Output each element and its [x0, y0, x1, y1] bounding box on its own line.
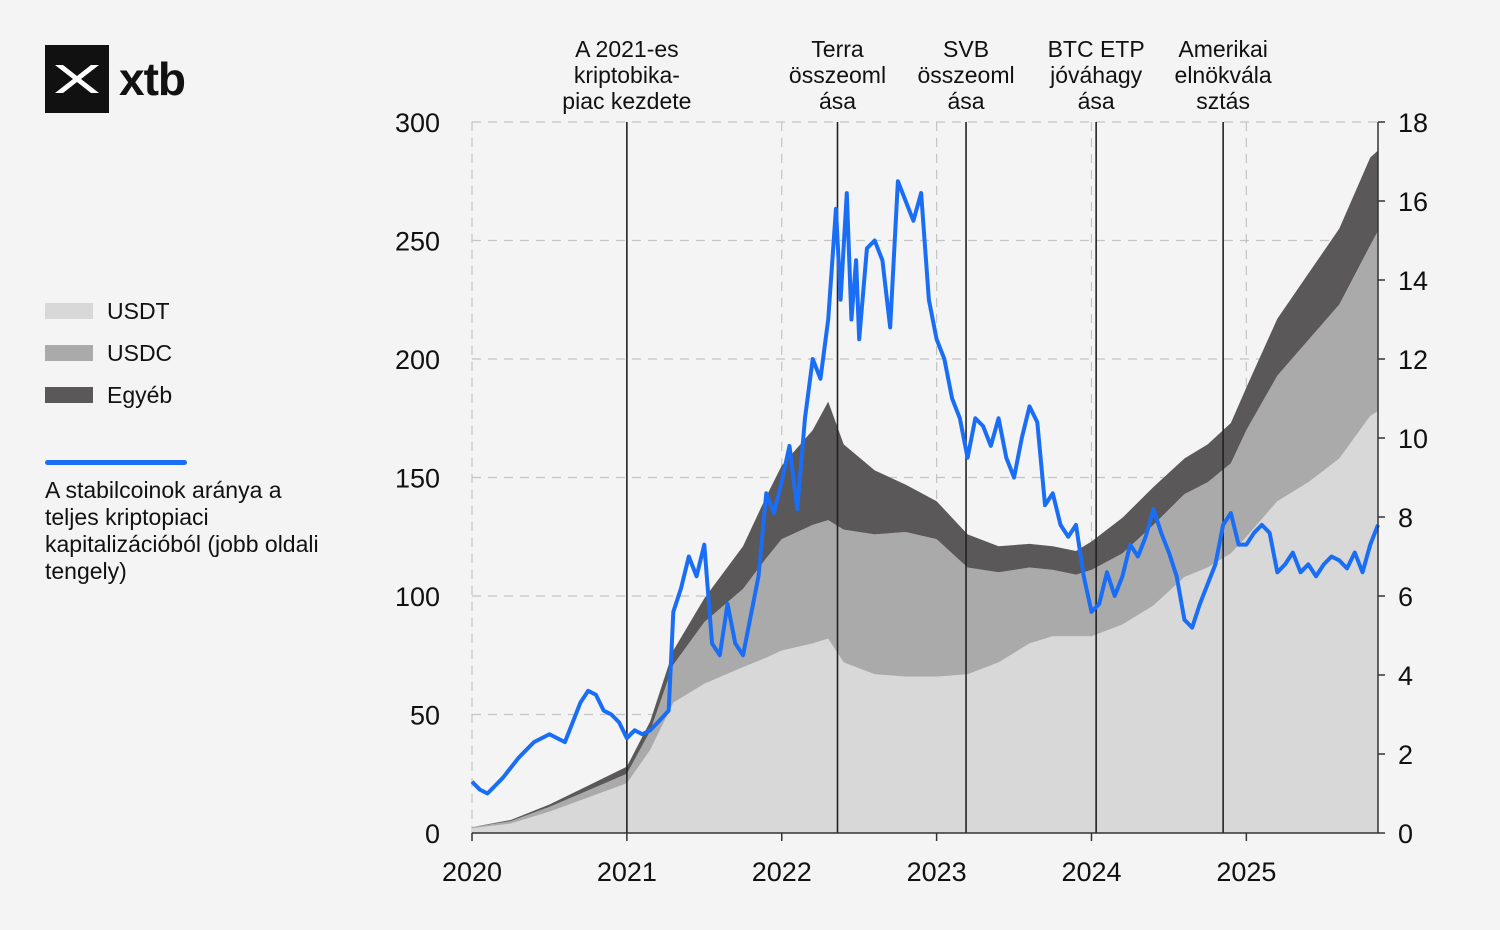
- event-label: kriptobika-: [574, 62, 680, 88]
- y-right-tick-label: 16: [1398, 187, 1428, 217]
- y-left-tick-label: 100: [395, 582, 440, 612]
- y-right-tick-label: 12: [1398, 345, 1428, 375]
- y-right-tick-label: 8: [1398, 503, 1413, 533]
- legend-swatch-other: [45, 387, 93, 403]
- y-right-tick-label: 2: [1398, 740, 1413, 770]
- legend-item-other: Egyéb: [45, 374, 335, 416]
- x-tick-label: 2022: [752, 857, 812, 887]
- event-label: A 2021-es: [575, 36, 679, 62]
- y-left-tick-label: 200: [395, 345, 440, 375]
- legend-label-usdt: USDT: [107, 297, 170, 324]
- y-left-tick-label: 0: [425, 819, 440, 849]
- event-label: Amerikai: [1178, 36, 1267, 62]
- legend-line-swatch: [45, 460, 187, 465]
- x-tick-label: 2025: [1216, 857, 1276, 887]
- y-right-tick-label: 18: [1398, 108, 1428, 138]
- event-label: jóváhagy: [1049, 62, 1143, 88]
- event-label: SVB: [943, 36, 989, 62]
- event-label: Terra: [811, 36, 864, 62]
- ratio-line: [470, 179, 1380, 796]
- event-label: ása: [1078, 88, 1115, 114]
- chart-legend: USDT USDC Egyéb A stabilcoinok aránya a …: [45, 290, 335, 585]
- xtb-logo-icon: [45, 45, 109, 113]
- legend-item-ratio: A stabilcoinok aránya a teljes kriptopia…: [45, 460, 335, 585]
- x-tick-label: 2024: [1061, 857, 1121, 887]
- y-right-tick-label: 10: [1398, 424, 1428, 454]
- y-right-tick-label: 14: [1398, 266, 1428, 296]
- y-right-tick-label: 0: [1398, 819, 1413, 849]
- y-left-tick-label: 250: [395, 227, 440, 257]
- legend-swatch-usdc: [45, 345, 93, 361]
- y-left-tick-label: 150: [395, 464, 440, 494]
- legend-line-label: A stabilcoinok aránya a teljes kriptopia…: [45, 477, 319, 584]
- legend-label-other: Egyéb: [107, 381, 173, 408]
- event-label: elnökvála: [1175, 62, 1272, 88]
- event-label: ása: [819, 88, 856, 114]
- legend-item-usdc: USDC: [45, 332, 335, 374]
- event-label: sztás: [1196, 88, 1250, 114]
- legend-label-usdc: USDC: [107, 339, 173, 366]
- legend-item-usdt: USDT: [45, 290, 335, 332]
- y-left-tick-label: 300: [395, 108, 440, 138]
- x-tick-label: 2020: [442, 857, 502, 887]
- x-tick-label: 2023: [907, 857, 967, 887]
- area-usdt: [472, 411, 1378, 833]
- y-left-tick-label: 50: [410, 701, 440, 731]
- event-label: összeoml: [917, 62, 1014, 88]
- legend-swatch-usdt: [45, 303, 93, 319]
- y-right-tick-label: 4: [1398, 661, 1413, 691]
- brand-logo: xtb: [45, 45, 186, 113]
- area-usdc: [472, 231, 1378, 829]
- event-label: összeoml: [789, 62, 886, 88]
- x-tick-label: 2021: [597, 857, 657, 887]
- y-right-tick-label: 6: [1398, 582, 1413, 612]
- brand-name: xtb: [119, 53, 186, 105]
- event-label: ása: [947, 88, 984, 114]
- event-label: BTC ETP: [1048, 36, 1145, 62]
- event-label: piac kezdete: [562, 88, 691, 114]
